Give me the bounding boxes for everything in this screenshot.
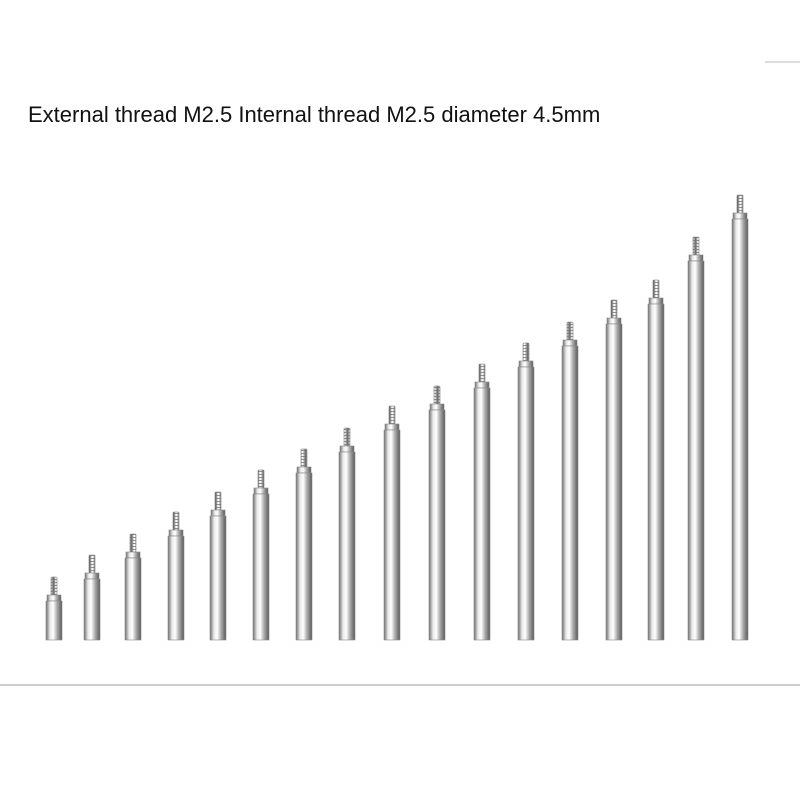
rod — [428, 385, 446, 641]
rod-body — [561, 345, 579, 641]
rod-body — [295, 472, 313, 641]
rod — [252, 469, 270, 641]
rod-body — [167, 535, 185, 641]
rod — [209, 491, 227, 641]
rod-collar — [296, 466, 312, 474]
rod-body — [428, 409, 446, 641]
rod-collar — [46, 594, 62, 602]
rod-body — [647, 303, 665, 641]
rod — [83, 554, 101, 641]
rod — [167, 511, 185, 641]
rod-body — [83, 578, 101, 641]
rod-body — [383, 429, 401, 641]
rod-thread — [129, 533, 137, 553]
rod-thread — [433, 385, 441, 405]
rod — [605, 299, 623, 641]
rod-body — [209, 515, 227, 641]
rod — [647, 279, 665, 641]
rod-collar — [562, 339, 578, 347]
rod-thread — [300, 448, 308, 468]
rod-thread — [50, 576, 58, 596]
rod-collar — [384, 423, 400, 431]
rod-thread — [652, 279, 660, 299]
rod-collar — [429, 403, 445, 411]
rod-collar — [125, 551, 141, 559]
rod — [561, 321, 579, 641]
rod-body — [124, 557, 142, 641]
rod-thread — [214, 491, 222, 511]
rod — [45, 576, 63, 641]
rod-body — [731, 218, 749, 641]
rod-thread — [88, 554, 96, 574]
rod-thread — [736, 194, 744, 214]
rod-thread — [388, 405, 396, 425]
rod-thread — [478, 363, 486, 383]
rod-thread — [257, 469, 265, 489]
rod-collar — [168, 529, 184, 537]
rod — [295, 448, 313, 641]
title: External thread M2.5 Internal thread M2.… — [28, 102, 601, 127]
rod-collar — [339, 445, 355, 453]
rod — [517, 342, 535, 641]
rod-body — [687, 260, 705, 641]
rod-thread — [343, 427, 351, 447]
rod-collar — [210, 509, 226, 517]
rod-body — [338, 451, 356, 641]
rod — [687, 236, 705, 641]
rod-thread — [522, 342, 530, 362]
rod — [731, 194, 749, 641]
rod-body — [605, 323, 623, 641]
rod-body — [252, 493, 270, 641]
rod-thread — [172, 511, 180, 531]
rod-collar — [732, 212, 748, 220]
rod-body — [45, 600, 63, 641]
rod-collar — [518, 360, 534, 368]
rod-collar — [474, 381, 490, 389]
rod-thread — [566, 321, 574, 341]
rod-collar — [84, 572, 100, 580]
rod-collar — [253, 487, 269, 495]
rod — [338, 427, 356, 641]
rod — [383, 405, 401, 641]
rod-collar — [648, 297, 664, 305]
rod-thread — [610, 299, 618, 319]
rod-body — [517, 366, 535, 641]
rod-thread — [692, 236, 700, 256]
rod-collar — [606, 317, 622, 325]
rod-body — [473, 387, 491, 641]
rod — [473, 363, 491, 641]
rod-collar — [688, 254, 704, 262]
rod — [124, 533, 142, 641]
